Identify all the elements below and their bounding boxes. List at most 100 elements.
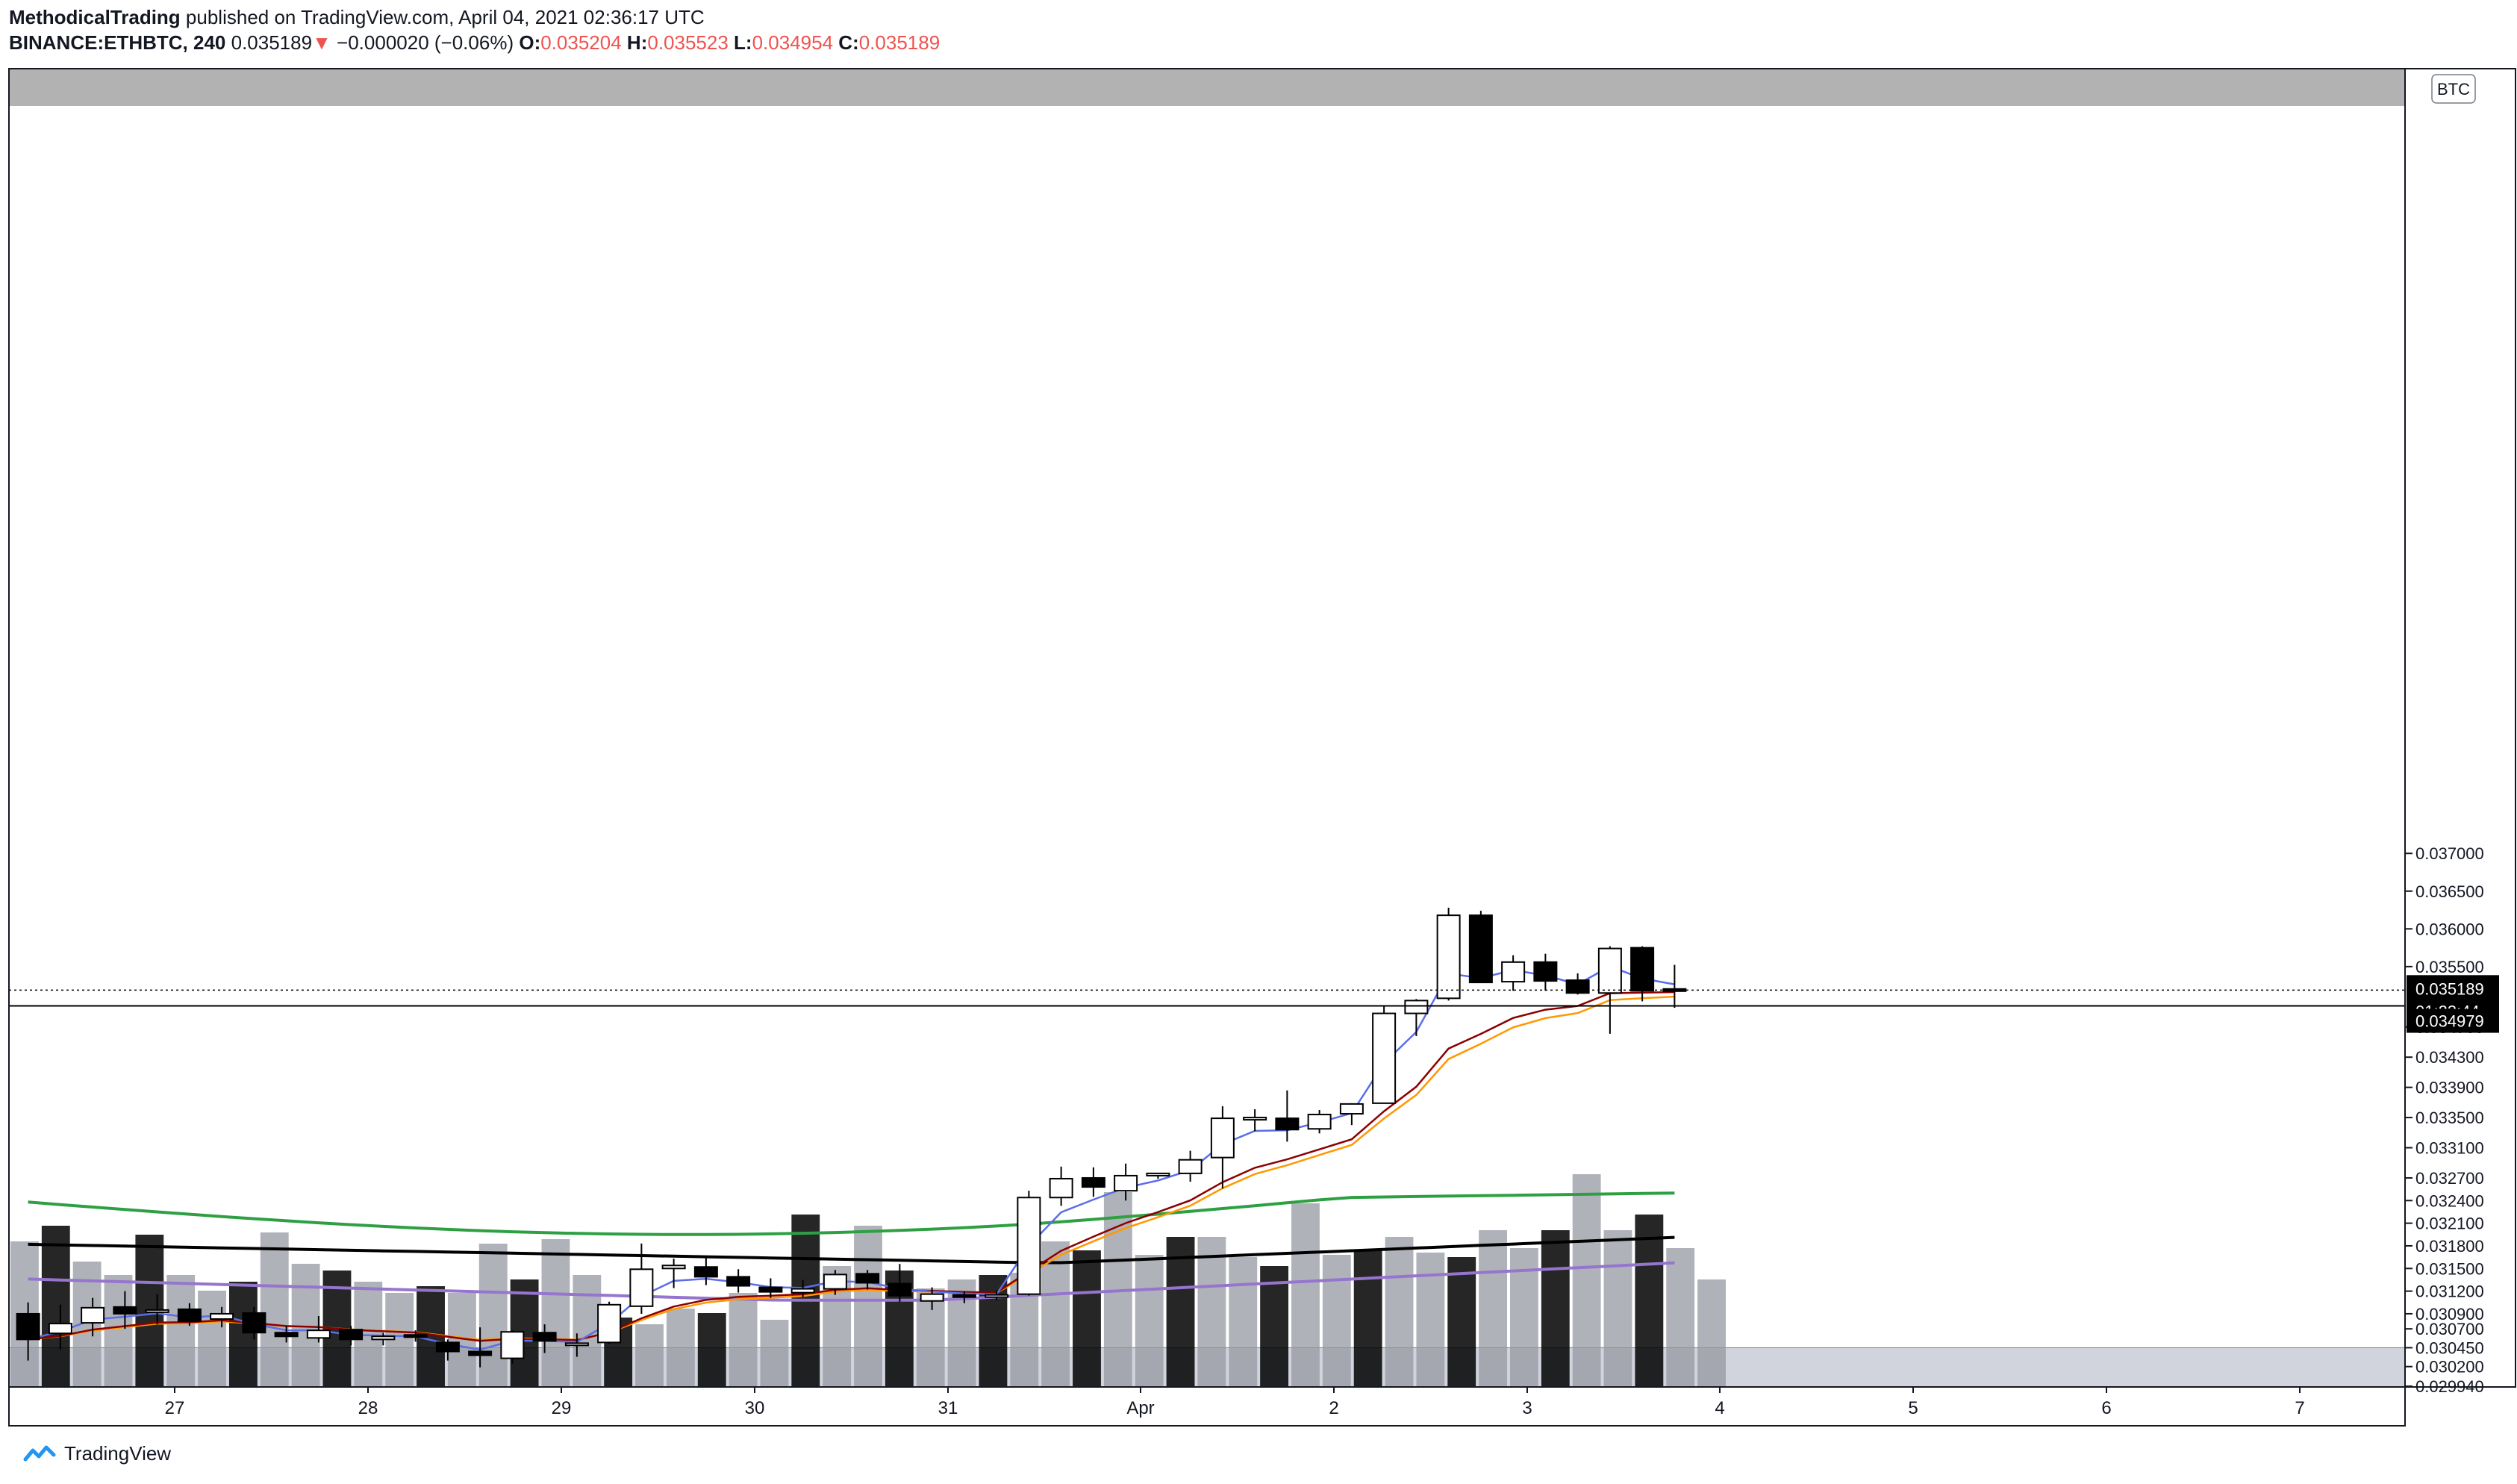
volume-bar — [1197, 1237, 1226, 1387]
candle-body — [1017, 1197, 1041, 1295]
candle-body — [468, 1350, 493, 1356]
candle-body — [758, 1286, 783, 1293]
volume-bar — [41, 1226, 70, 1387]
candle-body — [500, 1331, 525, 1359]
volume-bar — [760, 1320, 789, 1387]
volume-bar — [104, 1275, 133, 1387]
publish-line: MethodicalTrading published on TradingVi… — [9, 4, 2398, 30]
volume-bar — [1572, 1174, 1601, 1387]
price-tick-label: 0.035500 — [2415, 958, 2484, 976]
volume-bar — [1353, 1250, 1382, 1387]
author-name[interactable]: MethodicalTrading — [9, 6, 181, 28]
candle-body — [1597, 947, 1622, 994]
volume-bar — [666, 1309, 695, 1387]
price-tick-label: 0.030200 — [2415, 1358, 2484, 1377]
close-label: C: — [838, 31, 859, 54]
footer: TradingView — [22, 1442, 171, 1465]
candle-body — [1339, 1103, 1364, 1115]
time-tick-label: 29 — [552, 1398, 572, 1418]
candle-body — [113, 1306, 137, 1315]
volume-bar — [1603, 1230, 1632, 1387]
volume-bar — [291, 1264, 320, 1387]
candle-body — [1049, 1177, 1073, 1199]
price-tick-label: 0.032100 — [2415, 1215, 2484, 1233]
high-label: H: — [626, 31, 648, 54]
candle-body — [16, 1312, 40, 1341]
candle-body — [1436, 914, 1461, 1000]
price-tick-label: 0.030450 — [2415, 1338, 2484, 1357]
time-tick-label: Apr — [1126, 1398, 1154, 1418]
price-tick-label: 0.031500 — [2415, 1259, 2484, 1278]
candle-body — [1114, 1174, 1138, 1192]
ma-black-line — [28, 1235, 1675, 1265]
candle-body — [1146, 1172, 1170, 1176]
symbol-label: BINANCE:ETHBTC, 240 — [9, 31, 226, 54]
change-value: −0.000020 (−0.06%) — [337, 31, 514, 54]
price-tick-label: 0.033500 — [2415, 1109, 2484, 1127]
volume-bar — [1041, 1241, 1070, 1387]
volume-bar — [260, 1232, 289, 1387]
candle-body — [1275, 1117, 1300, 1131]
volume-bar — [1135, 1255, 1164, 1387]
low-label: L: — [734, 31, 752, 54]
candle-body — [210, 1312, 234, 1321]
candle-body — [1372, 1012, 1397, 1104]
candle-body — [81, 1306, 105, 1324]
price-tick-label: 0.029940 — [2415, 1377, 2484, 1396]
volume-bar — [635, 1324, 664, 1387]
candle-body — [790, 1288, 815, 1294]
volume-bar — [166, 1275, 196, 1387]
candle-body — [920, 1293, 944, 1302]
ohlc-legend: BINANCE:ETHBTC, 240 0.035189▼ −0.000020 … — [9, 30, 2398, 55]
candle-body — [952, 1294, 976, 1298]
time-tick-label: 5 — [1908, 1398, 1918, 1418]
volume-bar — [478, 1244, 508, 1387]
candle-body — [726, 1276, 751, 1287]
price-tick-label: 0.032700 — [2415, 1169, 2484, 1188]
moving-averages — [28, 965, 1675, 1351]
candle-body — [48, 1323, 72, 1335]
time-tick-label: 28 — [358, 1398, 378, 1418]
candle-body — [985, 1294, 1009, 1298]
price-tick-label: 0.031800 — [2415, 1237, 2484, 1256]
candle-body — [1404, 1000, 1429, 1014]
candle-body — [1178, 1159, 1203, 1174]
time-tick-label: 2 — [1329, 1398, 1338, 1418]
volume-bar — [854, 1226, 882, 1387]
time-tick-label: 4 — [1715, 1398, 1724, 1418]
volume-bar — [1666, 1248, 1695, 1387]
price-tick-label: 0.030700 — [2415, 1320, 2484, 1338]
volume-bar — [1291, 1203, 1320, 1387]
volume-bar — [1541, 1230, 1570, 1387]
time-tick-label: 3 — [1522, 1398, 1532, 1418]
volume-bar — [1166, 1237, 1195, 1387]
volume-bar — [697, 1313, 726, 1387]
candle-body — [855, 1273, 880, 1284]
candle-body — [1210, 1117, 1235, 1159]
price-tick-label: 0.032400 — [2415, 1191, 2484, 1210]
candle-body — [693, 1266, 718, 1278]
volume-bar — [1697, 1279, 1726, 1387]
chart-header: MethodicalTrading published on TradingVi… — [9, 4, 2398, 55]
volume-bar — [1416, 1253, 1445, 1387]
candle-body — [1468, 914, 1493, 984]
candle-body — [597, 1303, 622, 1344]
price-tick-label: 0.034300 — [2415, 1048, 2484, 1067]
candle-body — [888, 1282, 912, 1297]
candle-body — [1243, 1117, 1267, 1121]
footer-brand[interactable]: TradingView — [64, 1442, 172, 1465]
price-tick-label: 0.036000 — [2415, 920, 2484, 938]
time-axis-frame — [8, 1386, 2406, 1427]
upper-zone — [9, 69, 2405, 106]
time-tick-label: 27 — [165, 1398, 185, 1418]
candle-body — [1307, 1114, 1332, 1130]
down-arrow-icon: ▼ — [312, 31, 331, 54]
volume-bar — [541, 1239, 570, 1387]
candle-body — [661, 1265, 686, 1270]
volume-bar — [1229, 1257, 1258, 1387]
candle-body — [339, 1329, 364, 1341]
volume-bar — [729, 1293, 758, 1387]
candle-body — [145, 1309, 169, 1313]
volume-bar — [1479, 1230, 1508, 1387]
